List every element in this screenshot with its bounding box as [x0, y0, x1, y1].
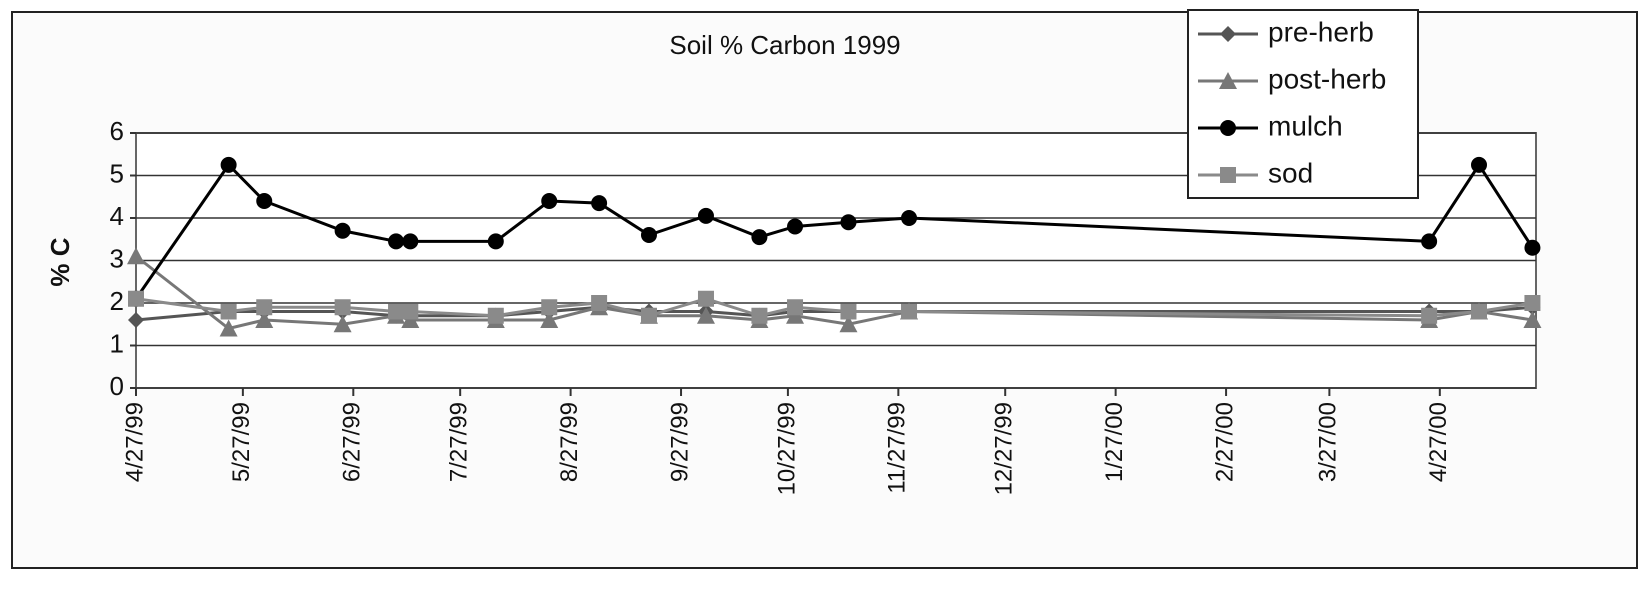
marker [591, 195, 608, 212]
y-axis-label: % C [45, 237, 75, 286]
marker [697, 290, 714, 307]
marker [541, 299, 558, 316]
marker [334, 299, 351, 316]
marker [333, 315, 352, 333]
x-tick-label: 11/27/99 [884, 402, 911, 494]
marker [1524, 239, 1541, 256]
marker [256, 299, 273, 316]
x-tick-label: 1/27/00 [1101, 402, 1128, 482]
marker [1421, 307, 1438, 324]
marker [1421, 233, 1438, 250]
marker [751, 229, 768, 246]
x-tick-label: 10/27/99 [773, 402, 800, 495]
y-tick-label: 4 [110, 201, 124, 231]
y-tick-label: 5 [110, 158, 124, 188]
y-tick-label: 1 [110, 328, 124, 358]
marker [256, 193, 273, 209]
marker [1471, 156, 1488, 173]
y-tick-label: 2 [110, 286, 124, 316]
marker [220, 303, 237, 320]
x-tick-label: 4/27/99 [121, 402, 148, 482]
y-tick-label: 3 [110, 243, 124, 273]
x-tick-label: 2/27/00 [1211, 402, 1238, 482]
marker [334, 222, 351, 239]
marker [1219, 72, 1237, 89]
marker [640, 307, 657, 324]
marker [540, 311, 559, 328]
marker [402, 233, 419, 250]
marker [388, 233, 405, 250]
legend-label: mulch [1268, 110, 1343, 141]
marker [787, 218, 804, 235]
marker [220, 156, 237, 173]
marker [541, 193, 558, 209]
marker [1471, 303, 1488, 320]
series-line [135, 297, 1533, 318]
x-tick-label: 4/27/00 [1425, 402, 1452, 482]
marker [751, 307, 768, 324]
marker [1220, 26, 1236, 42]
marker [840, 303, 857, 320]
marker [128, 290, 144, 307]
marker [840, 214, 857, 231]
marker [255, 311, 274, 328]
marker [1220, 120, 1236, 136]
legend-label: post-herb [1268, 63, 1386, 94]
x-tick-label: 8/27/99 [556, 402, 583, 482]
marker [388, 303, 405, 320]
marker [697, 207, 714, 224]
marker [127, 247, 145, 265]
y-tick-label: 0 [110, 371, 124, 401]
y-tick-label: 6 [110, 116, 124, 146]
legend-box [1187, 9, 1419, 199]
chart-title: Soil % Carbon 1999 [669, 30, 900, 60]
x-tick-label: 9/27/99 [666, 402, 693, 482]
x-tick-label: 7/27/99 [446, 402, 473, 482]
marker [901, 210, 918, 226]
x-tick-label: 5/27/99 [228, 402, 255, 482]
marker [487, 233, 504, 250]
x-tick-label: 3/27/00 [1315, 402, 1342, 482]
legend-label: pre-herb [1268, 16, 1374, 47]
marker [402, 303, 419, 320]
marker [1220, 167, 1236, 183]
marker [1523, 311, 1542, 328]
marker [839, 315, 858, 333]
marker [219, 319, 238, 337]
marker [128, 312, 144, 328]
marker [901, 303, 918, 320]
marker [696, 306, 715, 324]
marker [591, 295, 608, 311]
marker [1524, 295, 1541, 311]
x-tick-label: 6/27/99 [339, 402, 366, 482]
marker [487, 307, 504, 324]
x-tick-label: 12/27/99 [991, 402, 1018, 495]
legend-label: sod [1268, 157, 1313, 188]
series-line [134, 162, 1534, 300]
marker [640, 227, 657, 243]
marker [787, 299, 804, 316]
